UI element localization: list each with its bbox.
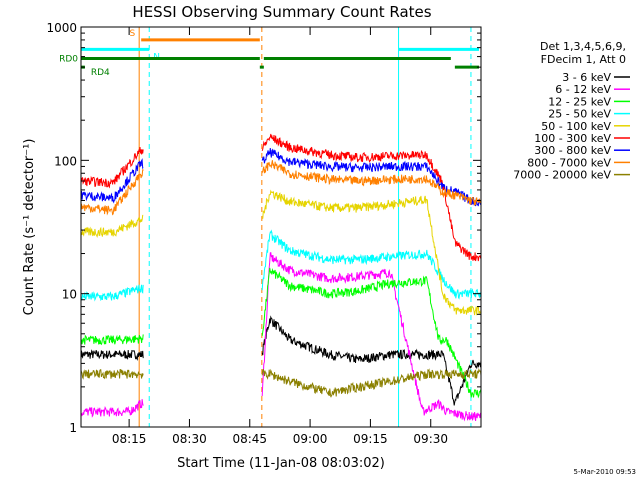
series-line-7000-20000-kev-1	[80, 369, 144, 380]
legend-label-6-12-kev: 6 - 12 keV	[555, 83, 611, 96]
legend-label-25-50-kev: 25 - 50 keV	[548, 108, 611, 121]
x-tick-label-09-00: 09:00	[293, 432, 328, 446]
x-tick-label-09-30: 09:30	[413, 432, 448, 446]
x-tick-label-08-30: 08:30	[172, 432, 207, 446]
series-lines	[80, 133, 482, 422]
plot-frame	[80, 26, 482, 428]
y-tick-label-1000: 1000	[46, 21, 77, 35]
flag-label-rd4: RD4	[91, 68, 110, 78]
legend: Det 1,3,4,5,6,9, FDecim 1, Att 0 3 - 6 k…	[513, 40, 630, 182]
series-line-3-6-kev-2	[261, 315, 482, 406]
flag-label-s: S	[129, 29, 135, 39]
flag-bars: SNRD0RD4	[59, 29, 479, 78]
series-line-25-50-kev-1	[80, 284, 144, 302]
legend-label-300-800-kev: 300 - 800 keV	[534, 144, 611, 157]
series-line-6-12-kev-1	[80, 399, 144, 418]
legend-header-1: Det 1,3,4,5,6,9,	[540, 40, 626, 53]
y-axis-label: Count Rate (s⁻¹ detector⁻¹)	[22, 139, 37, 316]
series-line-12-25-kev-2	[261, 267, 482, 399]
legend-label-7000-20000-kev: 7000 - 20000 keV	[513, 169, 611, 182]
series-line-800-7000-kev-2	[261, 160, 482, 206]
legend-label-100-300-kev: 100 - 300 keV	[534, 132, 611, 145]
x-axis-label: Start Time (11-Jan-08 08:03:02)	[177, 456, 385, 471]
chart-title: HESSI Observing Summary Count Rates	[132, 3, 431, 21]
series-line-6-12-kev-2	[261, 251, 482, 422]
legend-label-3-6-kev: 3 - 6 keV	[562, 71, 611, 84]
series-line-3-6-kev-1	[80, 349, 144, 361]
x-tick-label-08-15: 08:15	[112, 432, 147, 446]
series-line-100-300-kev-1	[80, 147, 144, 189]
series-line-300-800-kev-2	[261, 148, 482, 207]
flag-label-rd0: RD0	[59, 55, 78, 65]
legend-header-2: FDecim 1, Att 0	[541, 53, 626, 66]
y-tick-label-100: 100	[54, 154, 77, 168]
series-line-50-100-kev-2	[262, 189, 482, 316]
x-ticks: 08:15 08:30 08:45 09:00 09:15 09:30	[112, 27, 448, 446]
plot-area: SNRD0RD4 08:1508:3008:4509:0009:1509:30 …	[46, 21, 482, 446]
series-line-300-800-kev-1	[80, 158, 144, 204]
series-line-50-100-kev-1	[80, 214, 144, 238]
y-ticks: 1 10 100 1000	[46, 21, 481, 435]
series-line-25-50-kev-2	[261, 229, 482, 300]
legend-label-50-100-kev: 50 - 100 keV	[541, 120, 611, 133]
legend-label-12-25-kev: 12 - 25 keV	[548, 95, 611, 108]
footer-timestamp: 5-Mar-2010 09:53	[574, 468, 636, 476]
y-tick-label-10: 10	[62, 288, 77, 302]
series-line-800-7000-kev-1	[80, 169, 144, 216]
y-tick-label-1: 1	[69, 421, 77, 435]
series-line-12-25-kev-1	[80, 334, 144, 346]
x-tick-label-09-15: 09:15	[353, 432, 388, 446]
series-line-7000-20000-kev-2	[261, 367, 482, 398]
series-line-100-300-kev-2	[261, 133, 482, 262]
x-tick-label-08-45: 08:45	[232, 432, 267, 446]
legend-label-800-7000-kev: 800 - 7000 keV	[527, 156, 611, 169]
